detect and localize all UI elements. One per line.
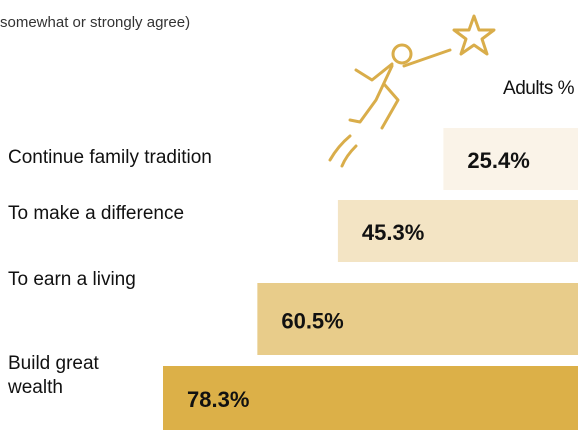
category-label: To make a difference: [8, 202, 308, 226]
value-label: 78.3%: [187, 387, 249, 412]
value-label: 25.4%: [467, 148, 529, 173]
category-label: Continue family tradition: [8, 146, 308, 170]
legend-title: Adults %: [503, 78, 574, 100]
value-label: 45.3%: [362, 220, 424, 245]
subtitle: somewhat or strongly agree): [0, 14, 190, 31]
category-label: Build great wealth: [8, 352, 148, 400]
infographic: 25.4% 45.3% 60.5% 78.3% somewhat or strongl…: [0, 0, 580, 430]
value-label: 60.5%: [281, 308, 343, 333]
category-label: To earn a living: [8, 268, 308, 292]
